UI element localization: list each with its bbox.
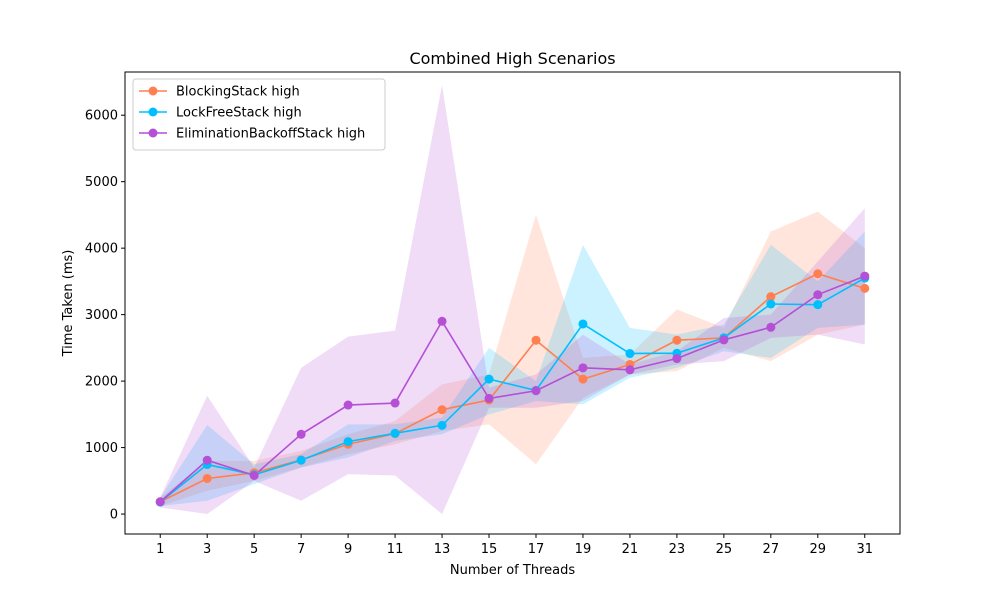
legend: BlockingStack high LockFreeStack high Elim… — [132, 78, 386, 151]
y-axis: 0 1000 2000 3000 4000 5000 6000 — [85, 109, 125, 523]
point-series-2 — [672, 354, 682, 364]
x-tick-label: 29 — [810, 542, 827, 557]
line-series-1 — [159, 277, 866, 503]
point-series-0 — [578, 374, 588, 384]
legend-label: BlockingStack high — [176, 85, 300, 100]
point-series-1 — [390, 428, 400, 438]
y-tick-label: 0 — [110, 508, 118, 523]
x-tick-label: 23 — [669, 542, 686, 557]
point-series-0 — [672, 335, 682, 345]
y-tick-label: 1000 — [85, 441, 118, 456]
y-tick-label: 6000 — [85, 109, 118, 124]
point-series-1 — [437, 420, 447, 430]
x-tick-label: 31 — [856, 542, 873, 557]
point-series-2 — [484, 393, 494, 403]
point-series-0 — [813, 269, 823, 279]
point-series-2 — [155, 497, 165, 507]
x-tick-label: 21 — [622, 542, 639, 557]
point-series-2 — [766, 322, 776, 332]
chart-title: Combined High Scenarios — [409, 49, 615, 68]
point-series-1 — [766, 299, 776, 309]
y-tick-label: 3000 — [85, 308, 118, 323]
x-axis: 1 3 5 7 9 11 13 15 17 19 21 23 25 27 29 31 — [156, 534, 873, 557]
x-tick-label: 9 — [344, 542, 352, 557]
x-tick-label: 5 — [250, 542, 258, 557]
y-tick-label: 4000 — [85, 242, 118, 257]
point-series-1 — [484, 374, 494, 384]
series-lines — [159, 272, 866, 503]
point-series-2 — [202, 455, 212, 465]
x-tick-label: 13 — [434, 542, 451, 557]
point-series-0 — [531, 335, 541, 345]
y-tick-label: 5000 — [85, 175, 118, 190]
series-points — [155, 269, 870, 507]
x-tick-label: 7 — [297, 542, 305, 557]
line-series-2 — [159, 275, 866, 503]
x-tick-label: 19 — [575, 542, 592, 557]
point-series-1 — [343, 437, 353, 447]
legend-marker — [148, 107, 158, 117]
point-series-2 — [390, 398, 400, 408]
x-tick-label: 11 — [387, 542, 404, 557]
band-series-0 — [160, 211, 865, 507]
x-axis-label: Number of Threads — [450, 563, 575, 578]
point-series-1 — [813, 300, 823, 310]
x-tick-label: 27 — [763, 542, 780, 557]
point-series-2 — [719, 335, 729, 345]
line-series-0 — [159, 272, 866, 503]
point-series-0 — [860, 283, 870, 293]
x-tick-label: 25 — [716, 542, 733, 557]
x-tick-label: 17 — [528, 542, 545, 557]
point-series-2 — [578, 363, 588, 373]
point-series-2 — [343, 400, 353, 410]
x-tick-label: 15 — [481, 542, 498, 557]
point-series-0 — [202, 473, 212, 483]
point-series-2 — [813, 290, 823, 300]
point-series-2 — [437, 316, 447, 326]
x-tick-label: 1 — [156, 542, 164, 557]
point-series-2 — [296, 429, 306, 439]
point-series-1 — [625, 349, 635, 359]
band-series-1 — [160, 231, 865, 507]
confidence-bands — [160, 85, 865, 515]
legend-label: EliminationBackoffStack high — [176, 127, 365, 142]
point-series-0 — [437, 405, 447, 415]
legend-marker — [148, 128, 158, 138]
point-series-0 — [766, 292, 776, 302]
point-series-2 — [625, 365, 635, 375]
point-series-1 — [578, 319, 588, 329]
point-series-2 — [249, 471, 259, 481]
point-series-2 — [531, 386, 541, 396]
y-axis-label: Time Taken (ms) — [61, 250, 76, 358]
point-series-2 — [860, 271, 870, 281]
point-series-1 — [296, 455, 306, 465]
plot-area-frame — [124, 71, 901, 535]
legend-box — [132, 78, 386, 151]
legend-label: LockFreeStack high — [176, 106, 302, 121]
x-tick-label: 3 — [203, 542, 211, 557]
legend-marker — [148, 86, 158, 96]
band-series-2 — [160, 85, 865, 515]
y-tick-label: 2000 — [85, 375, 118, 390]
